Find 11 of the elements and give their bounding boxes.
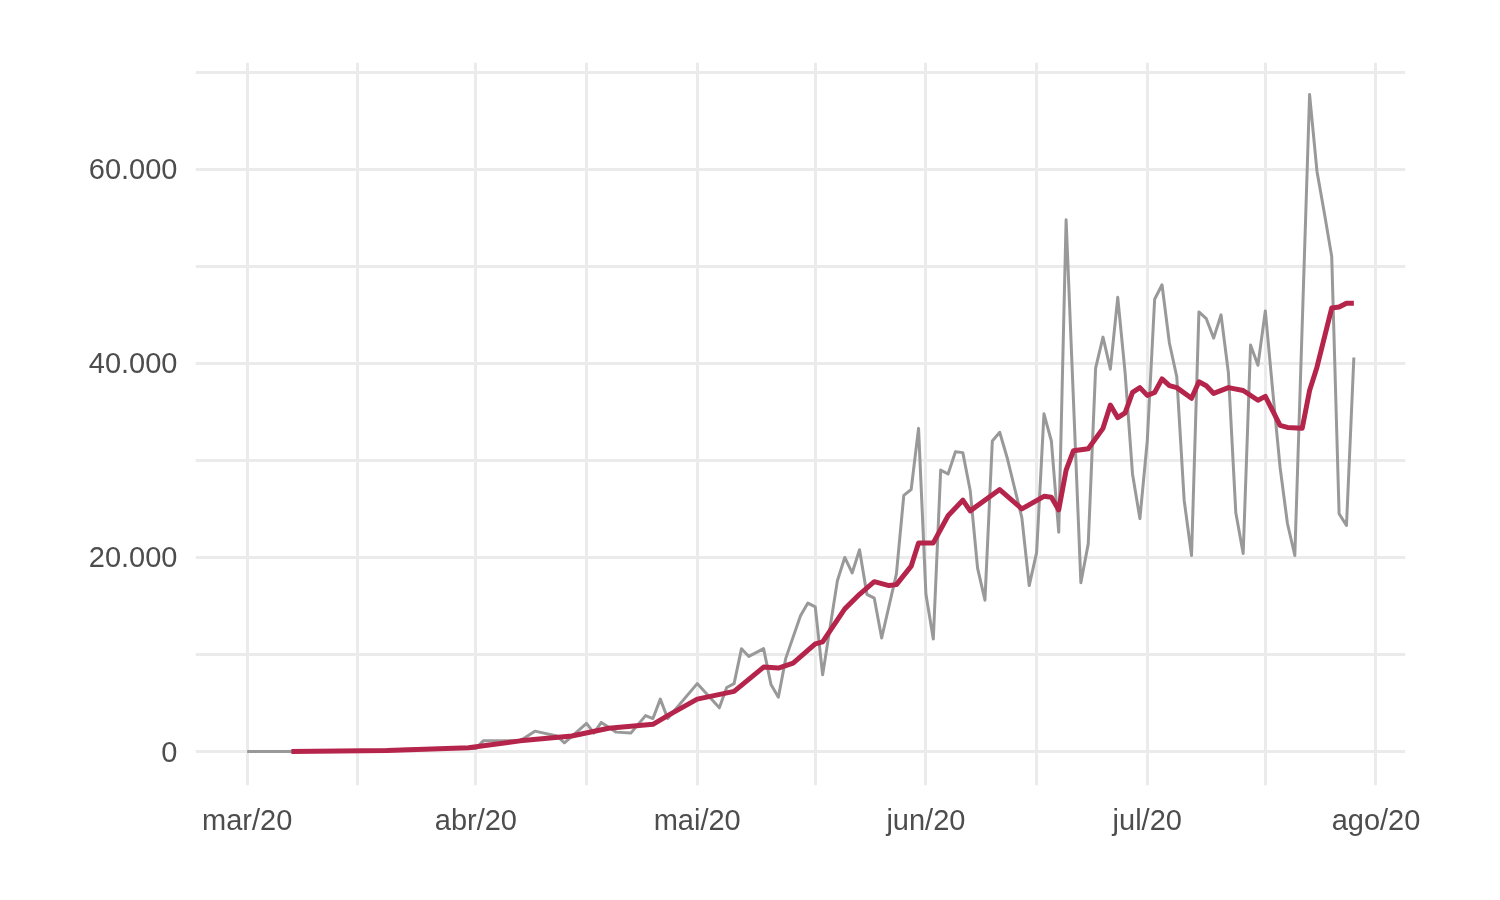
y-tick-label: 0 [161, 735, 178, 768]
line-series [245, 93, 1356, 754]
x-tick-label: jun/20 [885, 803, 966, 836]
x-tick-label: abr/20 [434, 803, 517, 836]
x-tick-label: ago/20 [1331, 803, 1421, 836]
x-tick-label: mai/20 [653, 803, 741, 836]
y-tick-label: 20.000 [88, 541, 178, 574]
y-tick-label: 60.000 [88, 153, 178, 186]
y-tick-label: 40.000 [88, 347, 178, 380]
x-tick-label: mar/20 [202, 803, 293, 836]
x-tick-label: jul/20 [1111, 803, 1182, 836]
